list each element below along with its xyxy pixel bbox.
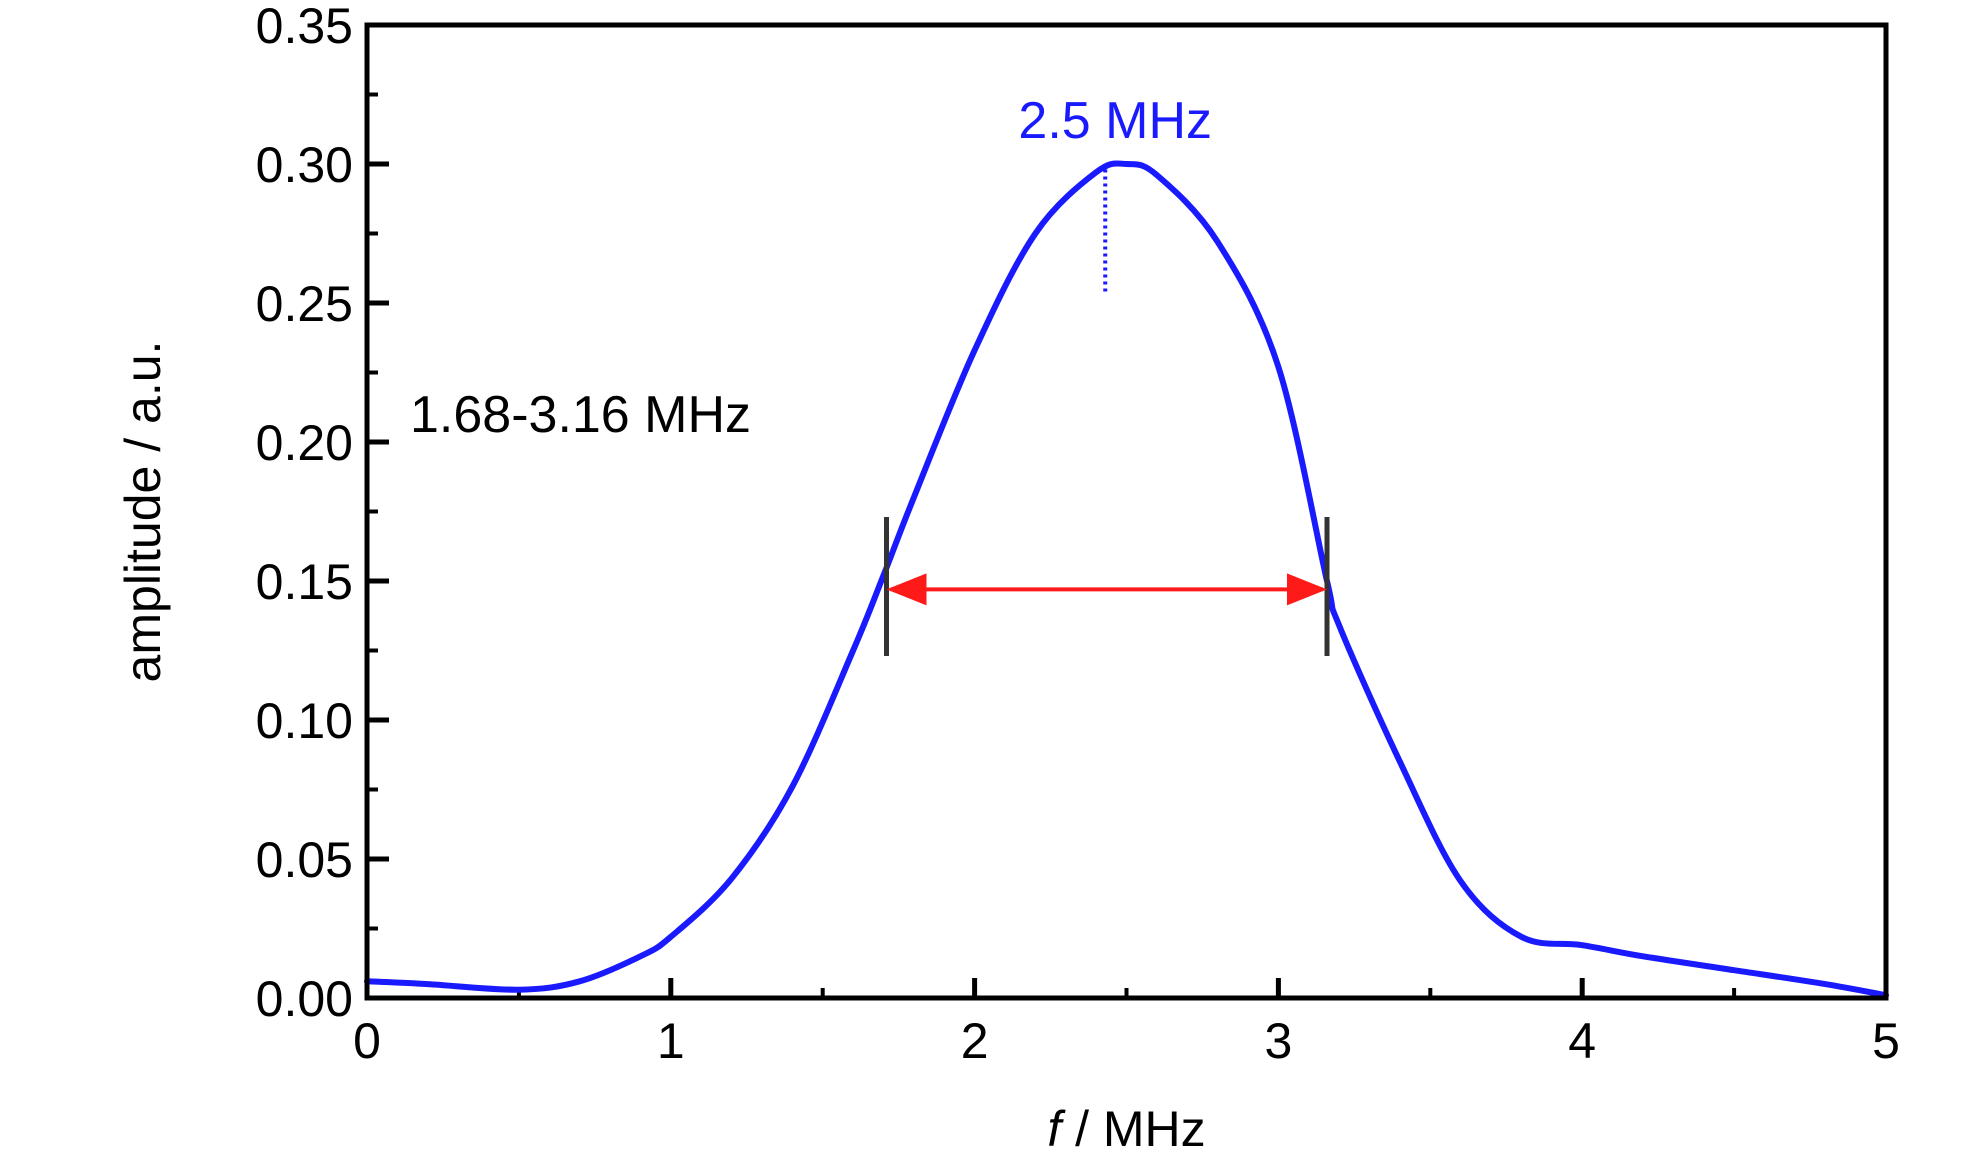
amplitude-curve bbox=[364, 160, 1889, 999]
y-tick-label: 0.05 bbox=[256, 832, 353, 888]
x-tick-label: 5 bbox=[1872, 1013, 1900, 1069]
x-tick-label: 4 bbox=[1568, 1013, 1596, 1069]
x-tick-label: 0 bbox=[353, 1013, 381, 1069]
plot-frame bbox=[364, 22, 1889, 1001]
y-tick-label: 0.10 bbox=[256, 693, 353, 749]
y-axis-title: amplitude / a.u. bbox=[115, 341, 171, 683]
peak-frequency-label: 2.5 MHz bbox=[1018, 92, 1212, 150]
y-tick-label: 0.00 bbox=[256, 971, 353, 1027]
y-tick-label: 0.25 bbox=[256, 276, 353, 332]
x-tick-label: 1 bbox=[657, 1013, 685, 1069]
labels-layer: 0 1 2 3 4 5 0.00 0.05 0.10 0.15 0.20 0.25 0.30 0.35 bbox=[256, 0, 1900, 1069]
ticks-layer bbox=[364, 22, 1889, 1001]
x-axis-title: f / MHz bbox=[1047, 1101, 1205, 1157]
y-tick-label: 0.20 bbox=[256, 415, 353, 471]
x-axis-unit: / MHz bbox=[1061, 1101, 1205, 1157]
series-layer bbox=[364, 160, 1889, 999]
y-tick-label: 0.30 bbox=[256, 137, 353, 193]
annotation-layer bbox=[883, 169, 1330, 657]
x-tick-label: 2 bbox=[961, 1013, 989, 1069]
x-tick-label: 3 bbox=[1264, 1013, 1292, 1069]
y-tick-label: 0.15 bbox=[256, 554, 353, 610]
bandwidth-label: 1.68-3.16 MHz bbox=[410, 386, 751, 444]
y-tick-label: 0.35 bbox=[256, 0, 353, 54]
